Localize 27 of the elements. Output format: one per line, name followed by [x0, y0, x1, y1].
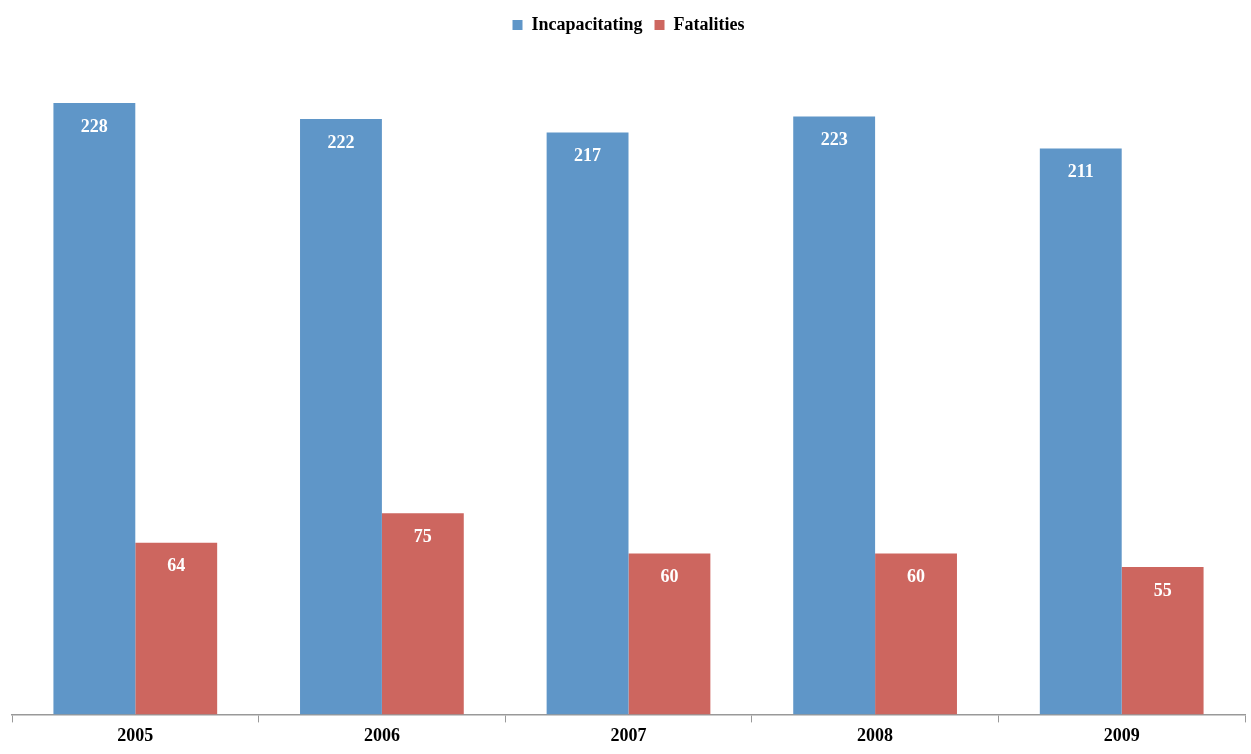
legend-label: Incapacitating: [531, 13, 643, 34]
data-label: 211: [1067, 161, 1094, 182]
x-tick-label: 2007: [610, 724, 647, 745]
bar: [875, 553, 957, 715]
data-label: 60: [660, 566, 679, 587]
x-tick-label: 2006: [363, 724, 400, 745]
data-label: 55: [1153, 579, 1172, 600]
bar: [628, 553, 711, 715]
data-label: 222: [327, 131, 355, 152]
data-label: 75: [413, 525, 432, 546]
data-label: 223: [820, 129, 848, 150]
bar: [381, 513, 464, 715]
data-label: 60: [907, 566, 926, 587]
bar: [546, 132, 629, 715]
x-tick-label: 2005: [117, 724, 154, 745]
data-label: 228: [80, 115, 108, 136]
bar: [793, 116, 876, 715]
bar: [135, 542, 218, 715]
bar: [1039, 148, 1122, 715]
x-tick-label: 2008: [857, 724, 894, 745]
bar: [53, 103, 136, 715]
bar: [300, 119, 382, 715]
data-label: 64: [167, 555, 186, 576]
bar: [1121, 566, 1204, 715]
data-label: 217: [574, 145, 602, 166]
legend-label: Fatalities: [673, 13, 745, 34]
x-tick-label: 2009: [1103, 724, 1140, 745]
